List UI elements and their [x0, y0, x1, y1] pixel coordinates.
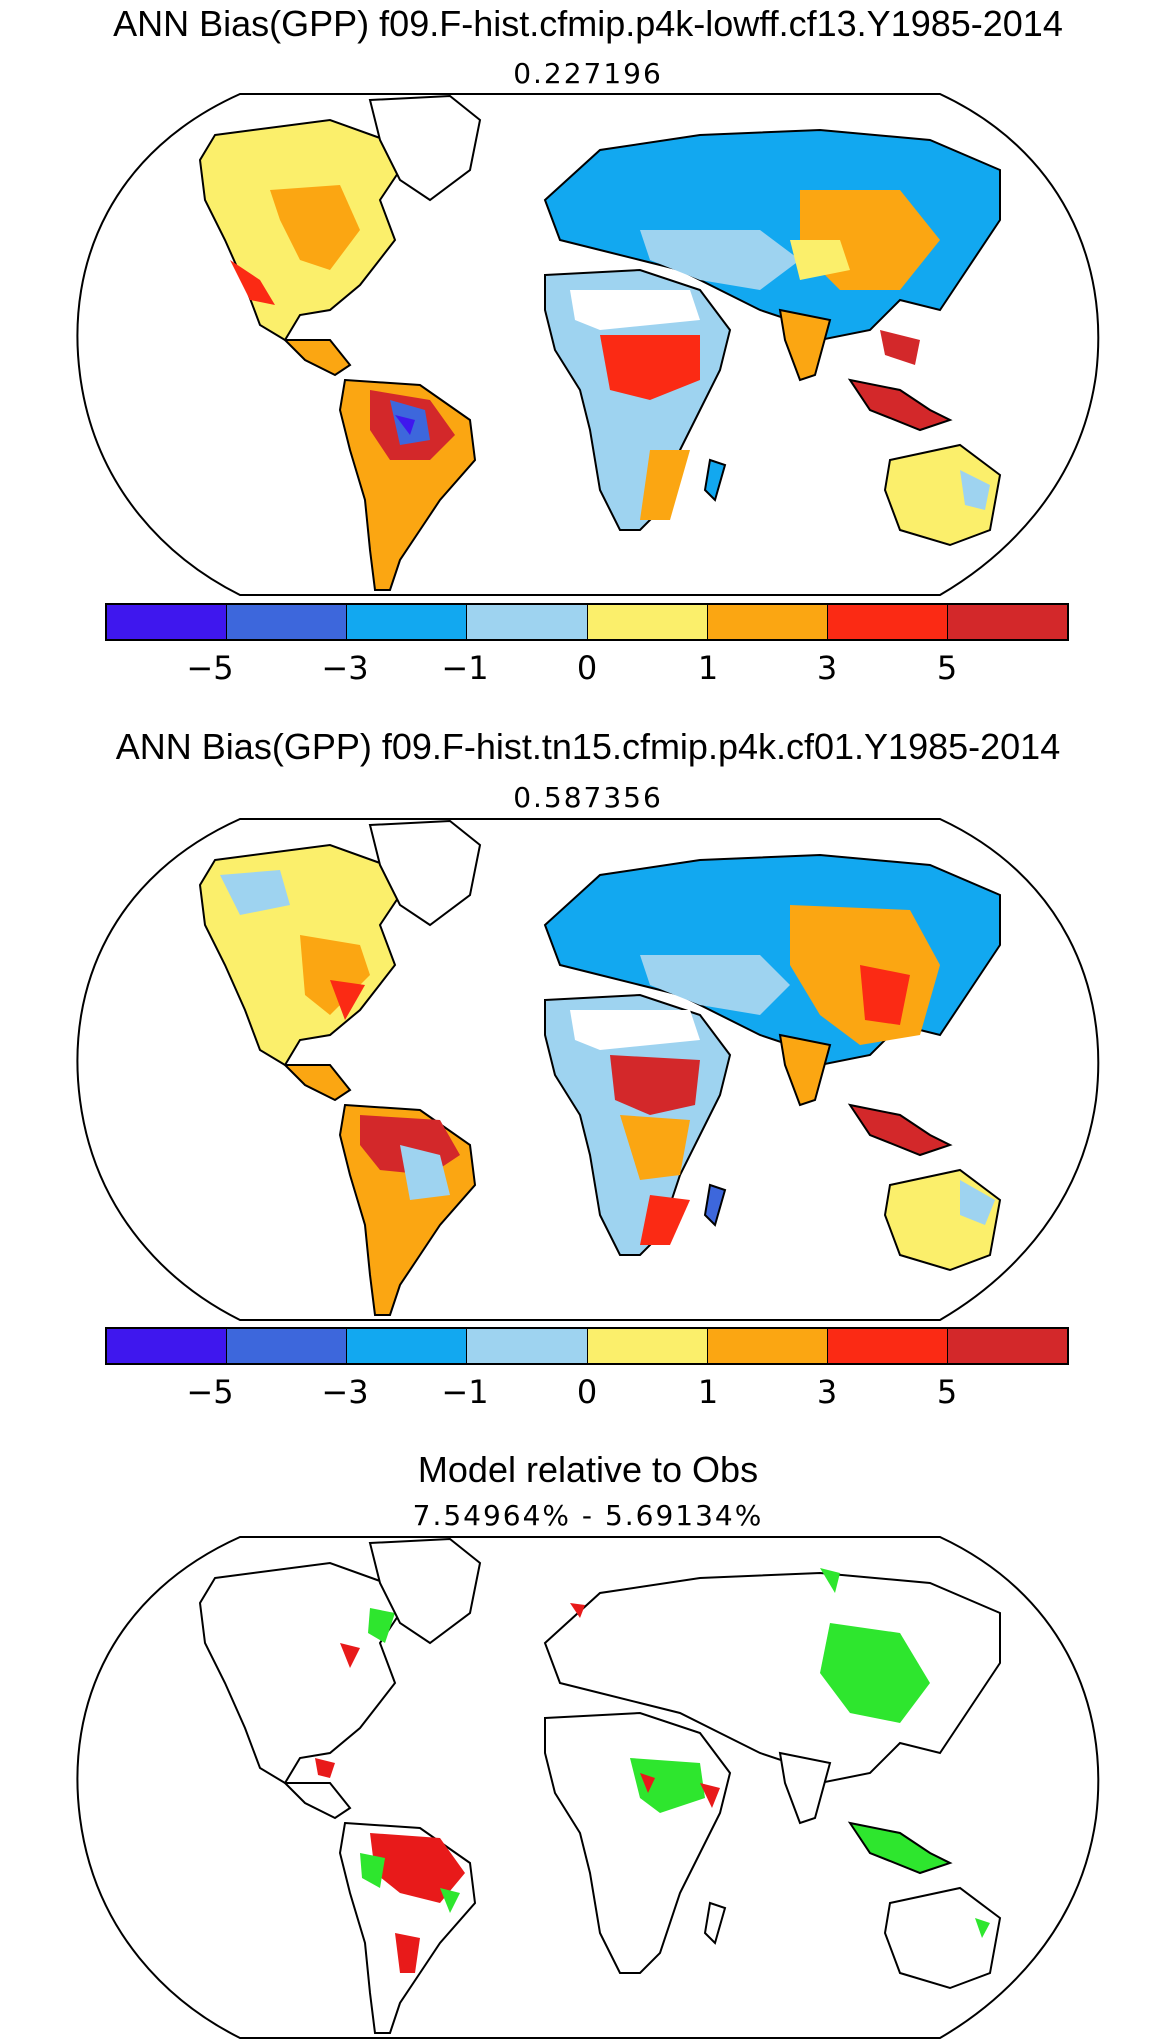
colorbar-tick: 5: [936, 649, 958, 687]
colorbar-cell: [347, 605, 468, 639]
colorbar-cell: [827, 605, 948, 639]
panel-3-map-svg: [76, 1536, 1100, 2039]
panel-3-percentages: 7.54964% - 5.69134%: [412, 1499, 764, 1532]
colorbar-tick: −5: [186, 649, 234, 687]
colorbar-cell: [107, 1329, 228, 1363]
colorbar-tick: 5: [936, 1373, 958, 1411]
panel-2-colorbar: [105, 1327, 1069, 1365]
panel-1-colorbar: [105, 603, 1069, 641]
africa: [544, 1711, 732, 1974]
colorbar-tick: 0: [576, 1373, 598, 1411]
australia: [883, 1886, 1002, 1990]
australia: [883, 443, 1002, 547]
colorbar-cell: [947, 1329, 1067, 1363]
panel-3-map: [0, 1533, 1176, 2043]
colorbar-cell: [707, 605, 828, 639]
panel-1-map-svg: [76, 93, 1100, 596]
colorbar-cell: [347, 1329, 468, 1363]
colorbar-tick: 1: [697, 649, 719, 687]
colorbar-cell: [587, 1329, 708, 1363]
colorbar-tick: −1: [441, 1373, 489, 1411]
colorbar-cell: [107, 605, 228, 639]
panel-2-global-mean: 0.587356: [513, 781, 663, 814]
colorbar-tick: −3: [321, 1373, 369, 1411]
panel-1-colorbar-ticks: −5 −3 −1 0 1 3 5: [0, 650, 1176, 690]
colorbar-tick: 3: [816, 649, 838, 687]
panel-2-map: [0, 815, 1176, 1325]
panel-1-title: ANN Bias(GPP) f09.F-hist.cfmip.p4k-lowff…: [113, 3, 1063, 44]
colorbar-tick: 0: [576, 649, 598, 687]
colorbar-tick: 1: [697, 1373, 719, 1411]
colorbar-cell: [947, 605, 1067, 639]
colorbar-tick: 3: [816, 1373, 838, 1411]
colorbar-tick: −3: [321, 649, 369, 687]
colorbar-cell: [467, 605, 588, 639]
colorbar-cell: [227, 605, 348, 639]
north-america: [198, 1561, 402, 1785]
colorbar-cell: [467, 1329, 588, 1363]
colorbar-cell: [587, 605, 708, 639]
panel-3-title: Model relative to Obs: [417, 1449, 759, 1490]
panel-1-global-mean: 0.227196: [513, 57, 663, 90]
colorbar-cell: [707, 1329, 828, 1363]
panel-2-map-svg: [76, 818, 1100, 1321]
colorbar-cell: [227, 1329, 348, 1363]
panel-2-title: ANN Bias(GPP) f09.F-hist.tn15.cfmip.p4k.…: [115, 726, 1061, 767]
colorbar-cell: [827, 1329, 948, 1363]
panel-2-colorbar-ticks: −5 −3 −1 0 1 3 5: [0, 1374, 1176, 1414]
panel-1-map: [0, 90, 1176, 600]
colorbar-tick: −5: [186, 1373, 234, 1411]
colorbar-tick: −1: [441, 649, 489, 687]
